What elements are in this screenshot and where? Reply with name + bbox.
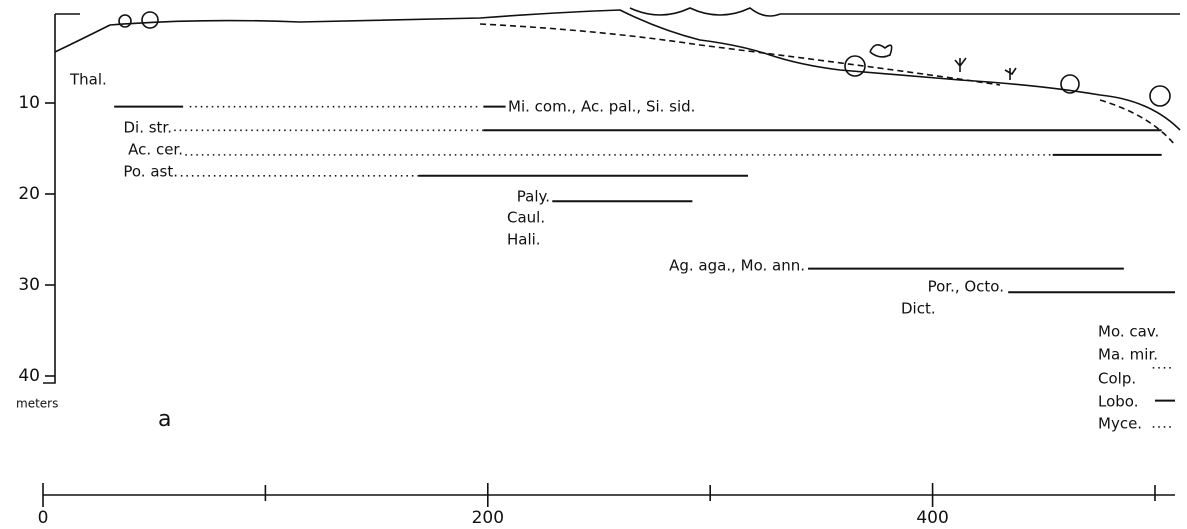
y-axis xyxy=(43,13,80,384)
taxon-label: Mo. cav. xyxy=(1098,323,1159,341)
reef-profile xyxy=(54,7,1181,146)
taxon-label: Hali. xyxy=(507,231,541,249)
taxon-label: Dict. xyxy=(901,300,936,318)
taxon-label: Lobo. xyxy=(1098,393,1138,411)
x-tick-label: 200 xyxy=(472,508,504,528)
taxon-label: Colp. xyxy=(1098,370,1136,388)
taxon-label: Por., Octo. xyxy=(928,278,1004,296)
taxon-label: Ag. aga., Mo. ann. xyxy=(669,257,805,275)
taxon-label: Caul. xyxy=(507,209,545,227)
y-tick-label: 40 xyxy=(18,366,40,386)
taxon-label: Di. str. xyxy=(123,119,172,137)
y-tick-label: 30 xyxy=(18,275,40,295)
y-tick-label: 10 xyxy=(18,93,40,113)
taxon-label: Ma. mir. xyxy=(1098,346,1158,364)
taxon-label: Thal. xyxy=(69,71,107,89)
taxon-label: Mi. com., Ac. pal., Si. sid. xyxy=(508,98,695,116)
x-tick-label: 0 xyxy=(38,508,49,528)
taxon-label: Ac. cer. xyxy=(128,141,183,159)
y-axis-label: meters xyxy=(16,397,58,411)
y-tick-label: 20 xyxy=(18,184,40,204)
x-tick-label: 400 xyxy=(916,508,948,528)
panel-label: a xyxy=(158,407,171,432)
taxon-label: Po. ast. xyxy=(123,163,178,181)
taxon-label: Paly. xyxy=(517,188,550,206)
taxon-label: Myce. xyxy=(1098,415,1142,433)
